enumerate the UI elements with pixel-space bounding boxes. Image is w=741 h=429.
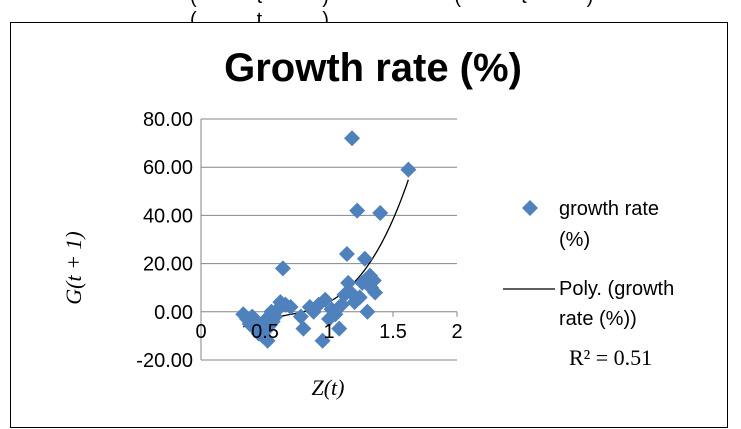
y-tick-label: 80.00	[143, 109, 193, 131]
data-point	[356, 250, 373, 267]
x-tick-label: 1.5	[379, 321, 407, 343]
data-point	[351, 289, 368, 306]
data-point	[282, 298, 299, 315]
top-strip: (t) (t) (t)	[0, 0, 741, 22]
legend-trend-label-line2: rate (%))	[559, 308, 637, 330]
legend: growth rate (%) Poly. (growth rate (%))	[503, 198, 674, 330]
r-squared-annotation: R² = 0.51	[569, 345, 652, 370]
y-axis-label: G(t + 1)	[61, 231, 86, 305]
data-point	[292, 308, 309, 325]
points-layer	[235, 130, 417, 349]
chart-title: Growth rate (%)	[224, 46, 522, 90]
x-axis-label: Z(t)	[312, 375, 345, 400]
data-point	[372, 204, 389, 221]
data-point	[344, 130, 361, 147]
data-point	[295, 320, 312, 337]
data-point	[327, 306, 344, 323]
y-tick-label: 20.00	[143, 254, 193, 276]
data-point	[259, 332, 276, 349]
data-point	[274, 260, 291, 277]
x-tick-label: 0	[195, 321, 206, 343]
data-point	[331, 320, 348, 337]
y-tick-label: 40.00	[143, 205, 193, 227]
data-point	[367, 284, 384, 301]
legend-diamond-marker	[522, 200, 538, 216]
data-point	[244, 308, 261, 325]
y-tick-label: 60.00	[143, 157, 193, 179]
data-point	[359, 303, 376, 320]
data-point	[317, 291, 334, 308]
chart-frame: 80.00 60.00 40.00 20.00 0.00 -20.00 0 0.5 1 1.5 2 …	[10, 22, 728, 428]
top-strip-text: (t) (t) (t)	[190, 0, 593, 22]
x-tick-label: 1	[323, 321, 334, 343]
data-point	[338, 245, 355, 262]
data-point	[241, 315, 258, 332]
data-point	[400, 161, 417, 178]
x-tick-label: 2	[451, 321, 462, 343]
legend-trend-label-line1: Poly. (growth	[559, 278, 674, 300]
legend-series-label-line2: (%)	[559, 229, 590, 251]
legend-series-label-line1: growth rate	[559, 198, 659, 220]
data-point	[365, 272, 382, 289]
y-tick-label: -20.00	[136, 350, 193, 372]
data-point	[349, 202, 366, 219]
x-tick-label: 0.5	[251, 321, 279, 343]
data-point	[314, 332, 331, 349]
ticks-layer: 80.00 60.00 40.00 20.00 0.00 -20.000 0.5 1 1.5 2	[136, 109, 462, 372]
y-tick-label: 0.00	[154, 302, 193, 324]
